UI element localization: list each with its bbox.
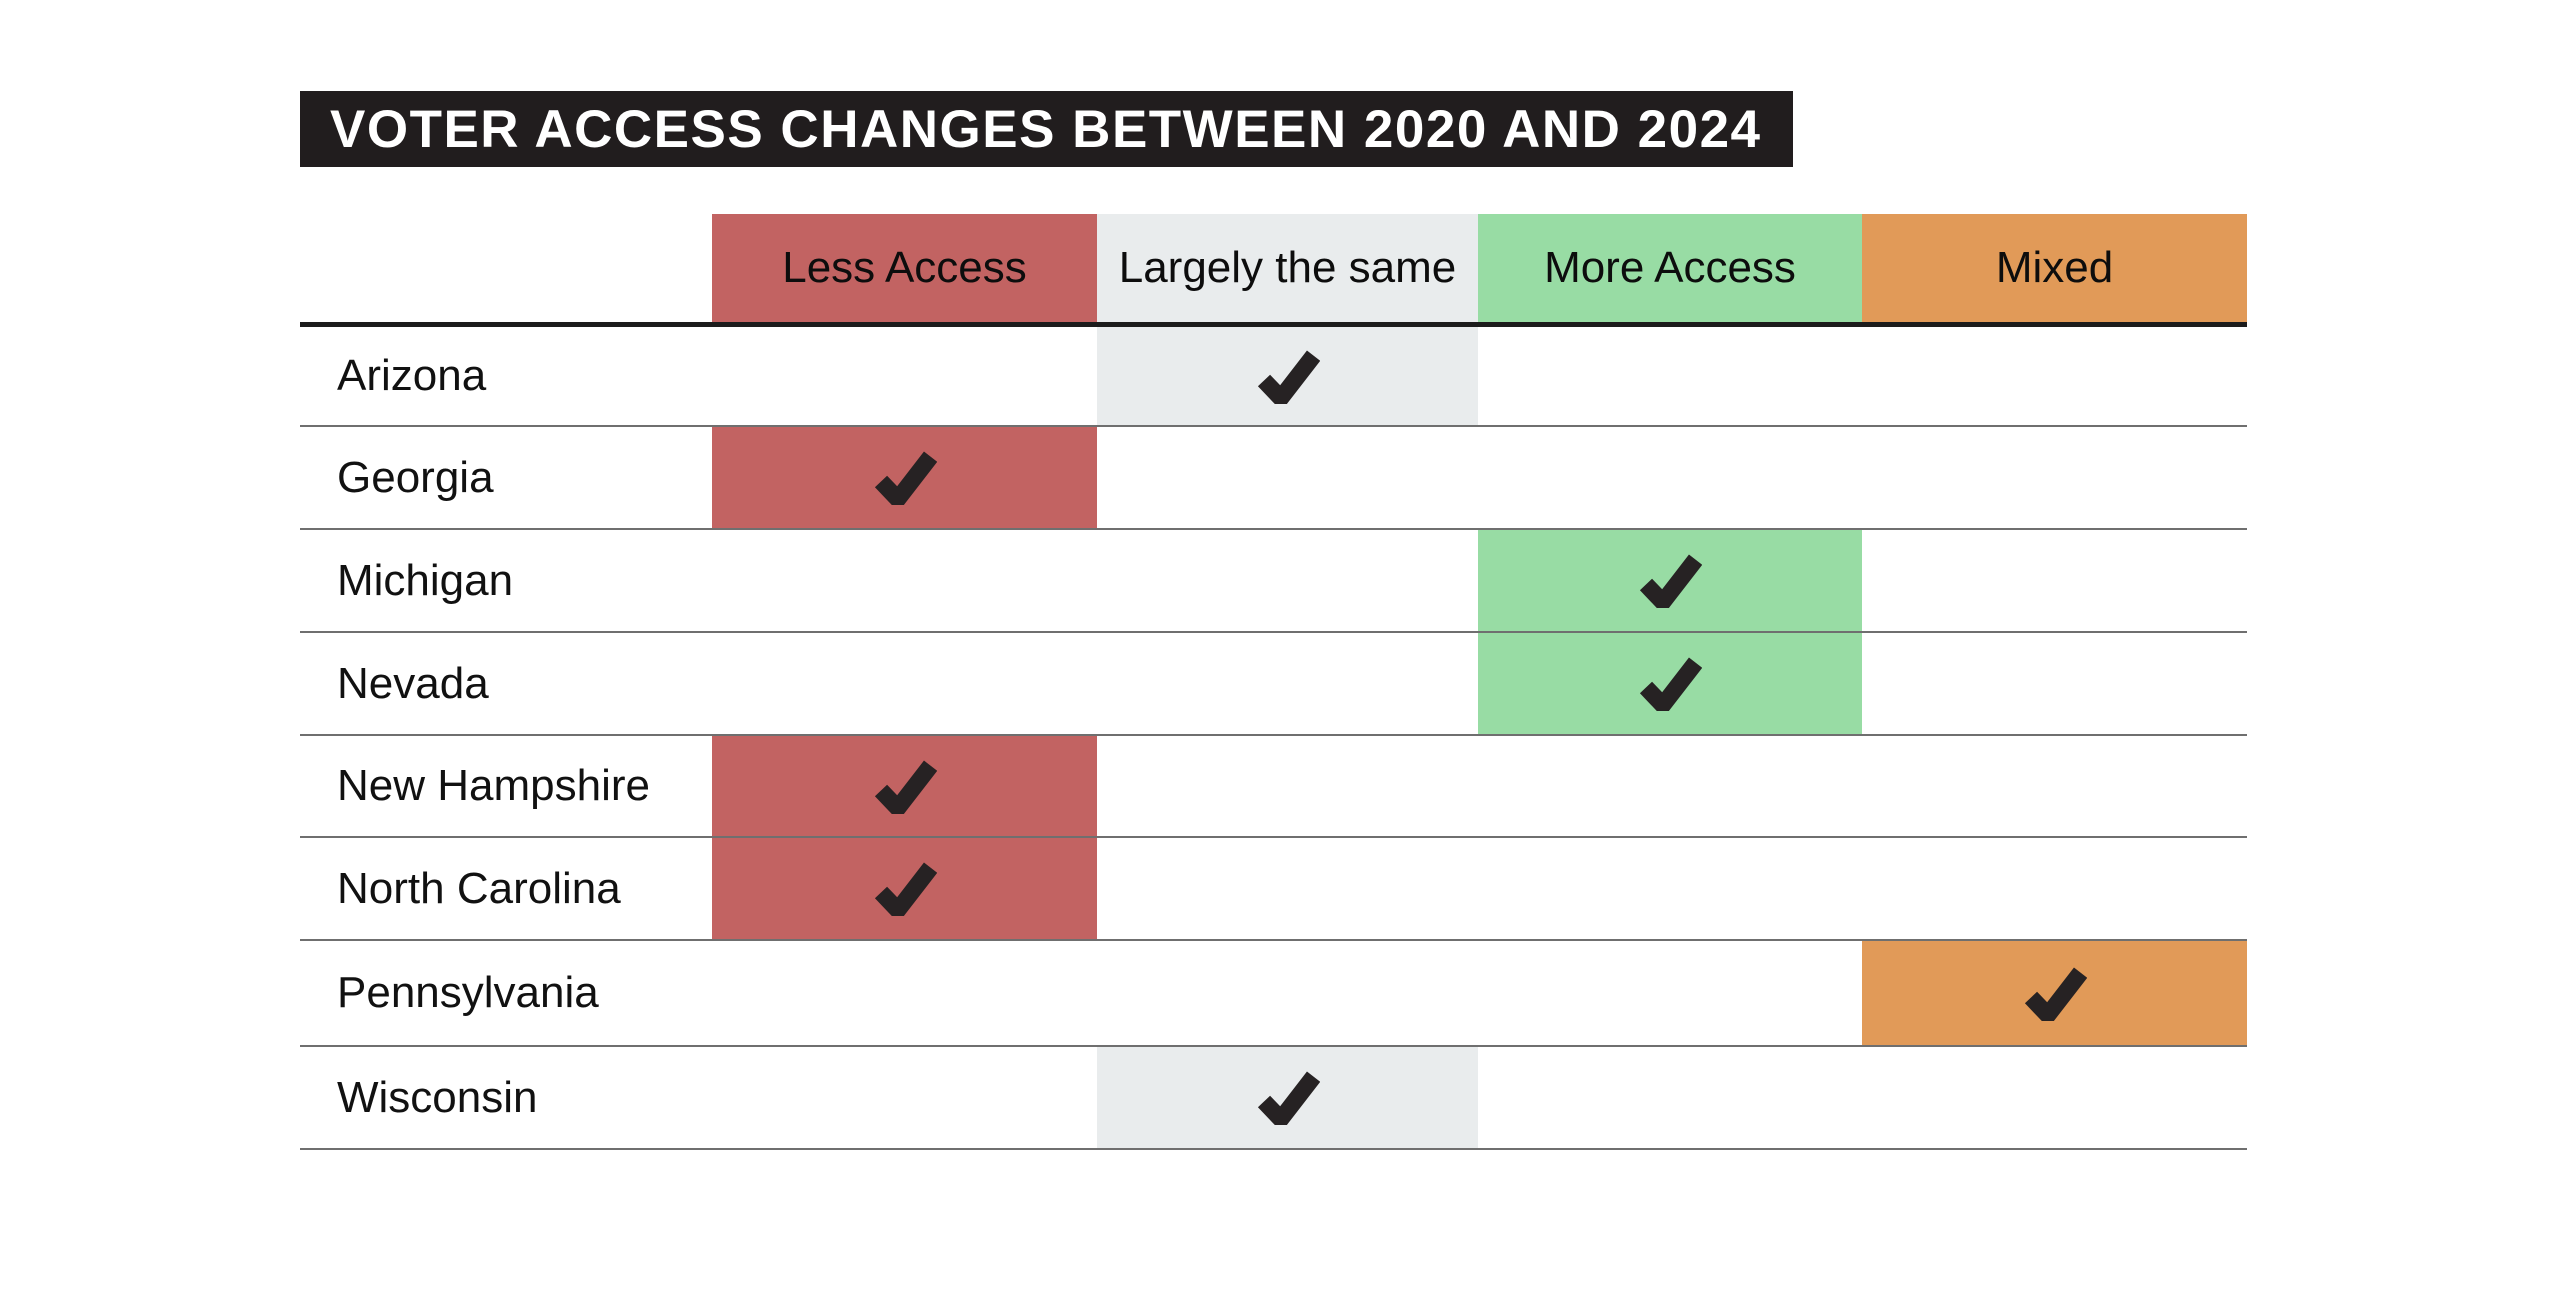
- cell-less-access: [712, 427, 1097, 530]
- cell-more-access: [1478, 941, 1862, 1047]
- cell-less-access: [712, 530, 1097, 633]
- cell-largely-the-same: [1097, 1047, 1478, 1150]
- row-label: North Carolina: [300, 838, 712, 941]
- cell-largely-the-same: [1097, 327, 1478, 427]
- checkmark-icon: [1639, 657, 1702, 711]
- cell-largely-the-same: [1097, 530, 1478, 633]
- checkmark-icon: [1257, 350, 1320, 404]
- column-header-less-access: Less Access: [712, 214, 1097, 327]
- header-spacer-cell: [300, 214, 712, 327]
- voter-access-table: Less Access Largely the same More Access…: [300, 214, 2247, 1150]
- cell-less-access: [712, 941, 1097, 1047]
- cell-less-access: [712, 736, 1097, 838]
- cell-more-access: [1478, 838, 1862, 941]
- row-label: Nevada: [300, 633, 712, 736]
- checkmark-icon: [874, 760, 937, 814]
- column-header-mixed: Mixed: [1862, 214, 2247, 327]
- column-header-largely-the-same: Largely the same: [1097, 214, 1478, 327]
- chart-title-text: VOTER ACCESS CHANGES BETWEEN 2020 AND 20…: [330, 99, 1762, 159]
- cell-mixed: [1862, 427, 2247, 530]
- cell-mixed: [1862, 1047, 2247, 1150]
- row-label: New Hampshire: [300, 736, 712, 838]
- cell-more-access: [1478, 633, 1862, 736]
- cell-mixed: [1862, 838, 2247, 941]
- cell-largely-the-same: [1097, 736, 1478, 838]
- chart-title: VOTER ACCESS CHANGES BETWEEN 2020 AND 20…: [300, 91, 1793, 167]
- checkmark-icon: [1639, 554, 1702, 608]
- checkmark-icon: [1257, 1071, 1320, 1125]
- cell-mixed: [1862, 530, 2247, 633]
- row-label: Michigan: [300, 530, 712, 633]
- cell-more-access: [1478, 1047, 1862, 1150]
- cell-more-access: [1478, 736, 1862, 838]
- row-label: Arizona: [300, 327, 712, 427]
- cell-more-access: [1478, 327, 1862, 427]
- cell-less-access: [712, 838, 1097, 941]
- cell-mixed: [1862, 633, 2247, 736]
- cell-less-access: [712, 1047, 1097, 1150]
- cell-more-access: [1478, 427, 1862, 530]
- cell-less-access: [712, 633, 1097, 736]
- column-header-more-access: More Access: [1478, 214, 1862, 327]
- checkmark-icon: [874, 862, 937, 916]
- checkmark-icon: [2024, 967, 2087, 1021]
- cell-largely-the-same: [1097, 838, 1478, 941]
- cell-largely-the-same: [1097, 427, 1478, 530]
- cell-mixed: [1862, 327, 2247, 427]
- cell-largely-the-same: [1097, 941, 1478, 1047]
- cell-mixed: [1862, 941, 2247, 1047]
- row-label: Wisconsin: [300, 1047, 712, 1150]
- cell-more-access: [1478, 530, 1862, 633]
- cell-mixed: [1862, 736, 2247, 838]
- cell-largely-the-same: [1097, 633, 1478, 736]
- row-label: Georgia: [300, 427, 712, 530]
- cell-less-access: [712, 327, 1097, 427]
- checkmark-icon: [874, 451, 937, 505]
- row-label: Pennsylvania: [300, 941, 712, 1047]
